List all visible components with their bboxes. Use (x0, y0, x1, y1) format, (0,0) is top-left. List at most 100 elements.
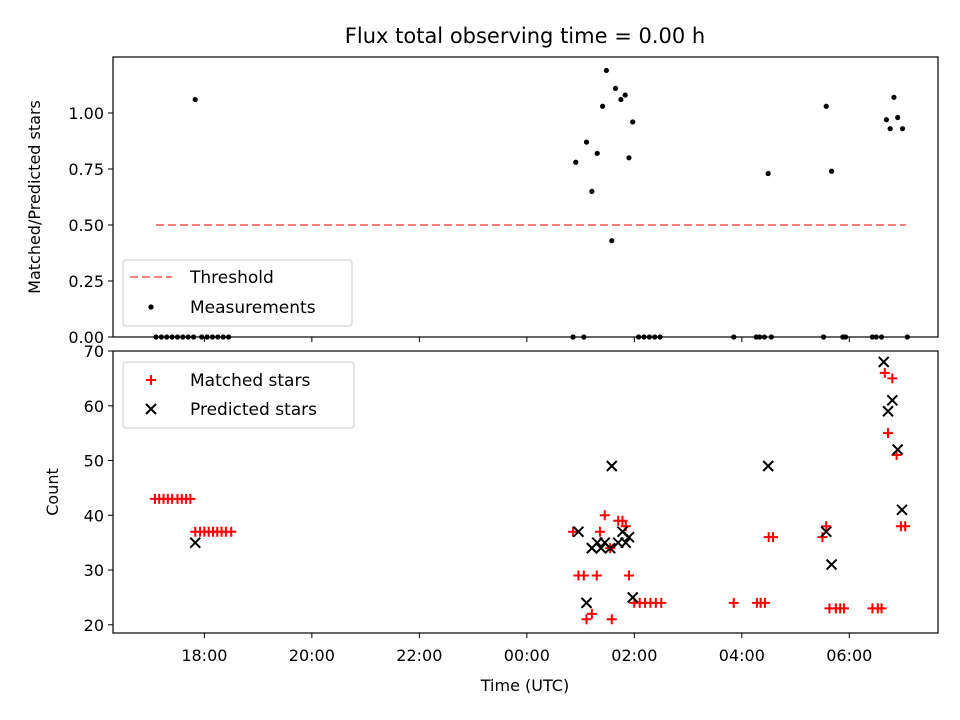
count-panel-ylabel: Count (43, 468, 62, 516)
measurement-point (612, 85, 619, 91)
measurement-point (891, 94, 897, 100)
ratio-y-tick-label: 0.00 (68, 328, 104, 347)
count-x-tick-label: 22:00 (396, 646, 442, 665)
predicted-star-point (886, 394, 899, 406)
count-y-tick-label: 30 (84, 561, 104, 580)
predicted-star-point (580, 597, 593, 609)
matched-legend-label: Matched stars (190, 371, 310, 391)
count-panel-marks (149, 356, 911, 625)
ratio-panel-title: Flux total observing time = 0.00 h (345, 24, 705, 48)
matched-star-point (606, 614, 617, 625)
predicted-star-point (891, 443, 904, 456)
ratio-y-tick-label: 1.00 (68, 104, 104, 123)
count-x-tick-label: 04:00 (719, 646, 765, 665)
measurement-point (609, 238, 615, 244)
matched-star-point (599, 510, 610, 521)
measurements-legend-swatch (148, 304, 154, 310)
count-panel-y-ticks: 20 30 40 50 60 70 (84, 342, 113, 635)
predicted-star-point (896, 504, 908, 516)
count-y-tick-label: 20 (84, 616, 104, 635)
matched-star-point (226, 526, 237, 537)
count-legend-box (122, 361, 355, 429)
count-x-tick-label: 20:00 (289, 646, 335, 665)
count-y-tick-label: 70 (84, 342, 104, 361)
predicted-star-point (627, 591, 639, 604)
measurement-point (600, 103, 606, 109)
matched-star-point (581, 614, 592, 625)
matched-star-point (879, 367, 890, 378)
measurement-point (823, 103, 829, 109)
measurements-legend-label: Measurements (190, 298, 316, 318)
measurement-point (589, 188, 595, 194)
predicted-star-point (620, 536, 632, 549)
measurement-point (887, 126, 893, 132)
ratio-panel-legend: Threshold Measurements (122, 259, 353, 327)
ratio-panel-frame (112, 56, 939, 338)
matched-legend-swatch (146, 375, 156, 385)
matched-star-point (185, 493, 196, 504)
count-x-tick-label: 18:00 (181, 646, 227, 665)
measurement-point (765, 170, 771, 177)
count-panel-x-ticks: 18:00 20:00 22:00 00:00 02:00 04:00 06:00 (181, 633, 872, 665)
ratio-legend-box (122, 259, 353, 327)
measurement-point (573, 159, 579, 165)
measurement-point (883, 117, 890, 123)
predicted-star-point (595, 542, 607, 554)
matched-star-point (617, 515, 628, 526)
measurement-point (583, 139, 590, 145)
predicted-star-point (878, 356, 890, 368)
ratio-y-tick-label: 0.50 (68, 216, 104, 235)
predicted-star-point (189, 536, 201, 549)
measurement-point (603, 67, 609, 74)
matched-star-point (817, 532, 828, 543)
count-y-tick-label: 40 (84, 506, 104, 525)
matched-star-point (838, 603, 849, 614)
predicted-star-point (820, 525, 832, 538)
matched-star-point (768, 532, 778, 543)
matched-star-point (728, 597, 739, 608)
count-panel-frame (112, 350, 939, 634)
matched-star-point (821, 521, 832, 532)
ratio-panel: Flux total observing time = 0.00 h Match… (25, 24, 939, 347)
count-x-tick-label: 00:00 (504, 646, 550, 665)
measurement-point (895, 114, 901, 121)
predicted-legend-swatch (145, 403, 157, 415)
count-y-tick-label: 50 (84, 452, 104, 471)
predicted-star-point (762, 460, 774, 472)
threshold-legend-label: Threshold (189, 268, 274, 288)
ratio-y-tick-label: 0.75 (68, 160, 104, 179)
matched-star-point (591, 570, 602, 581)
predicted-legend-label: Predicted stars (190, 400, 317, 420)
matched-star-point (586, 608, 597, 619)
matched-star-point (568, 526, 579, 537)
ratio-panel-x-ticks (203, 337, 850, 342)
predicted-star-point (623, 531, 635, 543)
count-x-tick-label: 02:00 (611, 646, 657, 665)
matched-star-point (876, 603, 887, 614)
measurement-point (618, 96, 624, 103)
count-x-tick-label: 06:00 (826, 646, 872, 665)
matched-star-point (594, 526, 605, 537)
matched-star-point (900, 521, 911, 532)
matched-star-point (623, 570, 634, 581)
matched-star-point (883, 428, 894, 439)
count-panel-xlabel: Time (UTC) (480, 676, 569, 695)
count-panel: Count Time (UTC) 20 30 40 50 60 70 18:00 20:00… (43, 342, 939, 695)
measurement-point (899, 126, 906, 132)
ratio-y-tick-label: 0.25 (68, 272, 104, 291)
measurement-point (594, 150, 600, 156)
matched-star-point (759, 597, 770, 608)
measurement-point (192, 96, 198, 103)
count-y-tick-label: 60 (84, 397, 104, 416)
ratio-panel-ylabel: Matched/Predicted stars (25, 100, 44, 294)
predicted-star-point (604, 542, 616, 554)
measurement-point (630, 119, 636, 125)
matched-star-point (656, 597, 667, 608)
measurement-point (626, 155, 632, 161)
predicted-star-point (572, 525, 585, 538)
predicted-star-point (882, 405, 894, 417)
ratio-panel-y-ticks: 0.00 0.25 0.50 0.75 1.00 (68, 104, 113, 347)
count-panel-legend: Matched stars Predicted stars (122, 361, 355, 429)
